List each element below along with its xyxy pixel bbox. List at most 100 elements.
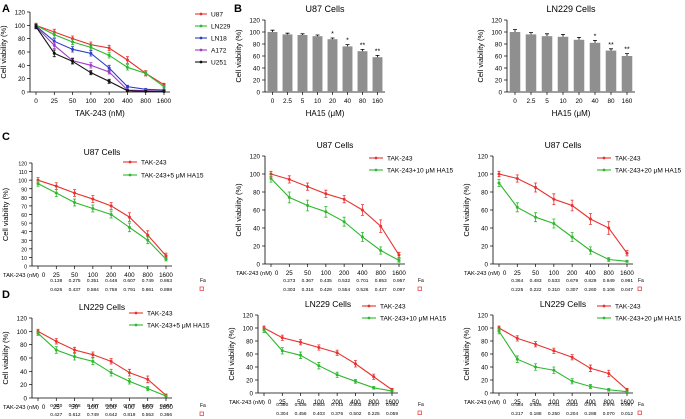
fa-value: 0.484: [511, 402, 523, 408]
x-tick-label: 80: [359, 98, 367, 105]
fa-label: Fa: [638, 278, 644, 284]
fa-value: 0.607: [123, 278, 135, 284]
x-tick-label: 80: [607, 98, 615, 105]
y-tick-label: 0: [22, 90, 26, 97]
chart-a: 0 20 40 60 80 100 120 Cell viability (%) 0 25 50 10…: [0, 10, 231, 119]
error-bar: [625, 53, 629, 56]
data-point: [71, 47, 75, 51]
x-tick-label: 200: [332, 399, 343, 406]
data-point: [625, 390, 629, 394]
x-tick-label: 800: [369, 399, 380, 406]
bar: [557, 36, 569, 92]
bar: [267, 32, 278, 92]
ci-value: 0.898: [160, 287, 172, 293]
y-tick-label: 90: [21, 187, 27, 193]
data-point: [54, 191, 58, 195]
x-tick-label: 2.5: [283, 98, 292, 105]
chart-title: LN229 Cells: [546, 4, 596, 14]
y-tick-label: 120: [491, 18, 502, 25]
data-point: [34, 25, 38, 29]
ci-value: 0.427: [50, 412, 62, 418]
x-tick-label: 100: [88, 272, 99, 279]
legend-label: TAK-243+20 μM HA15: [615, 168, 681, 175]
ci-value: 0.376: [331, 411, 343, 417]
data-point: [54, 348, 58, 352]
y-tick-label: 120: [478, 313, 489, 320]
data-point: [91, 359, 95, 363]
data-point: [317, 346, 321, 349]
y-tick-label: 20: [20, 382, 27, 389]
y-tick-label: 80: [21, 196, 27, 202]
x-tick-label: 800: [376, 270, 387, 277]
x-axis-label: TAK-243 (nM): [3, 273, 39, 279]
bar: [589, 42, 601, 92]
y-tick-label: 120: [250, 154, 261, 161]
data-point: [552, 222, 556, 225]
x-tick-label: 25: [279, 399, 286, 406]
error-bar: [360, 49, 365, 52]
data-point: [109, 371, 113, 375]
legend-marker: [367, 316, 371, 320]
data-point: [146, 377, 150, 381]
series-line: [37, 183, 167, 260]
y-tick-label: 0: [257, 262, 261, 269]
bar: [312, 36, 323, 92]
y-tick-label: 80: [481, 190, 488, 197]
data-point: [515, 357, 519, 361]
legend-label: TAK-243+20 μM HA15: [615, 316, 681, 323]
data-point: [534, 342, 538, 346]
legend-marker: [134, 323, 138, 327]
fa-label: Fa: [200, 403, 206, 409]
ci-value: 0.366: [160, 412, 172, 418]
significance-star: **: [375, 48, 381, 55]
fa-value: 0.976: [603, 402, 615, 408]
ci-value: 0.437: [69, 287, 81, 293]
ci-value: 0.288: [584, 411, 596, 417]
data-point: [109, 213, 113, 216]
legend-label: TAK-243+5 μM HA15: [147, 323, 210, 330]
error-bar: [375, 55, 380, 58]
data-point: [164, 394, 168, 398]
x-tick-label: 400: [585, 399, 596, 406]
legend-marker: [374, 168, 378, 172]
y-tick-label: 120: [17, 316, 28, 323]
x-tick-label: 2.5: [527, 98, 536, 105]
y-tick-label: 80: [253, 190, 260, 197]
y-tick-label: 0: [250, 391, 254, 398]
ci-marker: [637, 286, 642, 291]
data-point: [162, 89, 166, 93]
y-tick-label: 60: [18, 50, 25, 57]
ci-value: 0.553: [142, 412, 154, 418]
y-axis-label: Cell viability (%): [462, 183, 471, 237]
chart-c2: 0 20 40 60 80 100 120 Cell viability (%) U87 Cel…: [234, 140, 453, 293]
legend-label: LN18: [211, 36, 227, 43]
fa-value: 0.320: [50, 403, 62, 409]
chart-title: U87 Cells: [545, 140, 582, 150]
data-point: [397, 253, 401, 257]
data-point: [534, 215, 538, 219]
legend-marker: [199, 36, 203, 40]
series-line: [37, 179, 167, 257]
fa-value: 0.626: [530, 402, 542, 408]
ci-marker: [417, 410, 422, 415]
bar: [372, 57, 383, 92]
x-tick-label: 25: [53, 404, 60, 411]
y-axis-label: Cell viability (%): [234, 183, 243, 237]
data-point: [36, 331, 40, 335]
data-point: [607, 372, 611, 375]
data-point: [552, 349, 556, 353]
series-line: [270, 173, 400, 256]
chart-title: U87 Cells: [84, 147, 121, 157]
x-tick-label: 800: [140, 98, 151, 105]
series-line: [37, 330, 167, 396]
ci-value: 0.188: [530, 411, 542, 417]
data-point: [306, 204, 310, 207]
panel-label-c: C: [2, 131, 10, 143]
y-tick-label: 100: [15, 23, 26, 30]
y-tick-label: 60: [253, 208, 260, 215]
data-point: [515, 177, 519, 180]
series-line: [263, 329, 393, 392]
y-tick-label: 100: [18, 179, 27, 185]
data-point: [127, 215, 131, 219]
